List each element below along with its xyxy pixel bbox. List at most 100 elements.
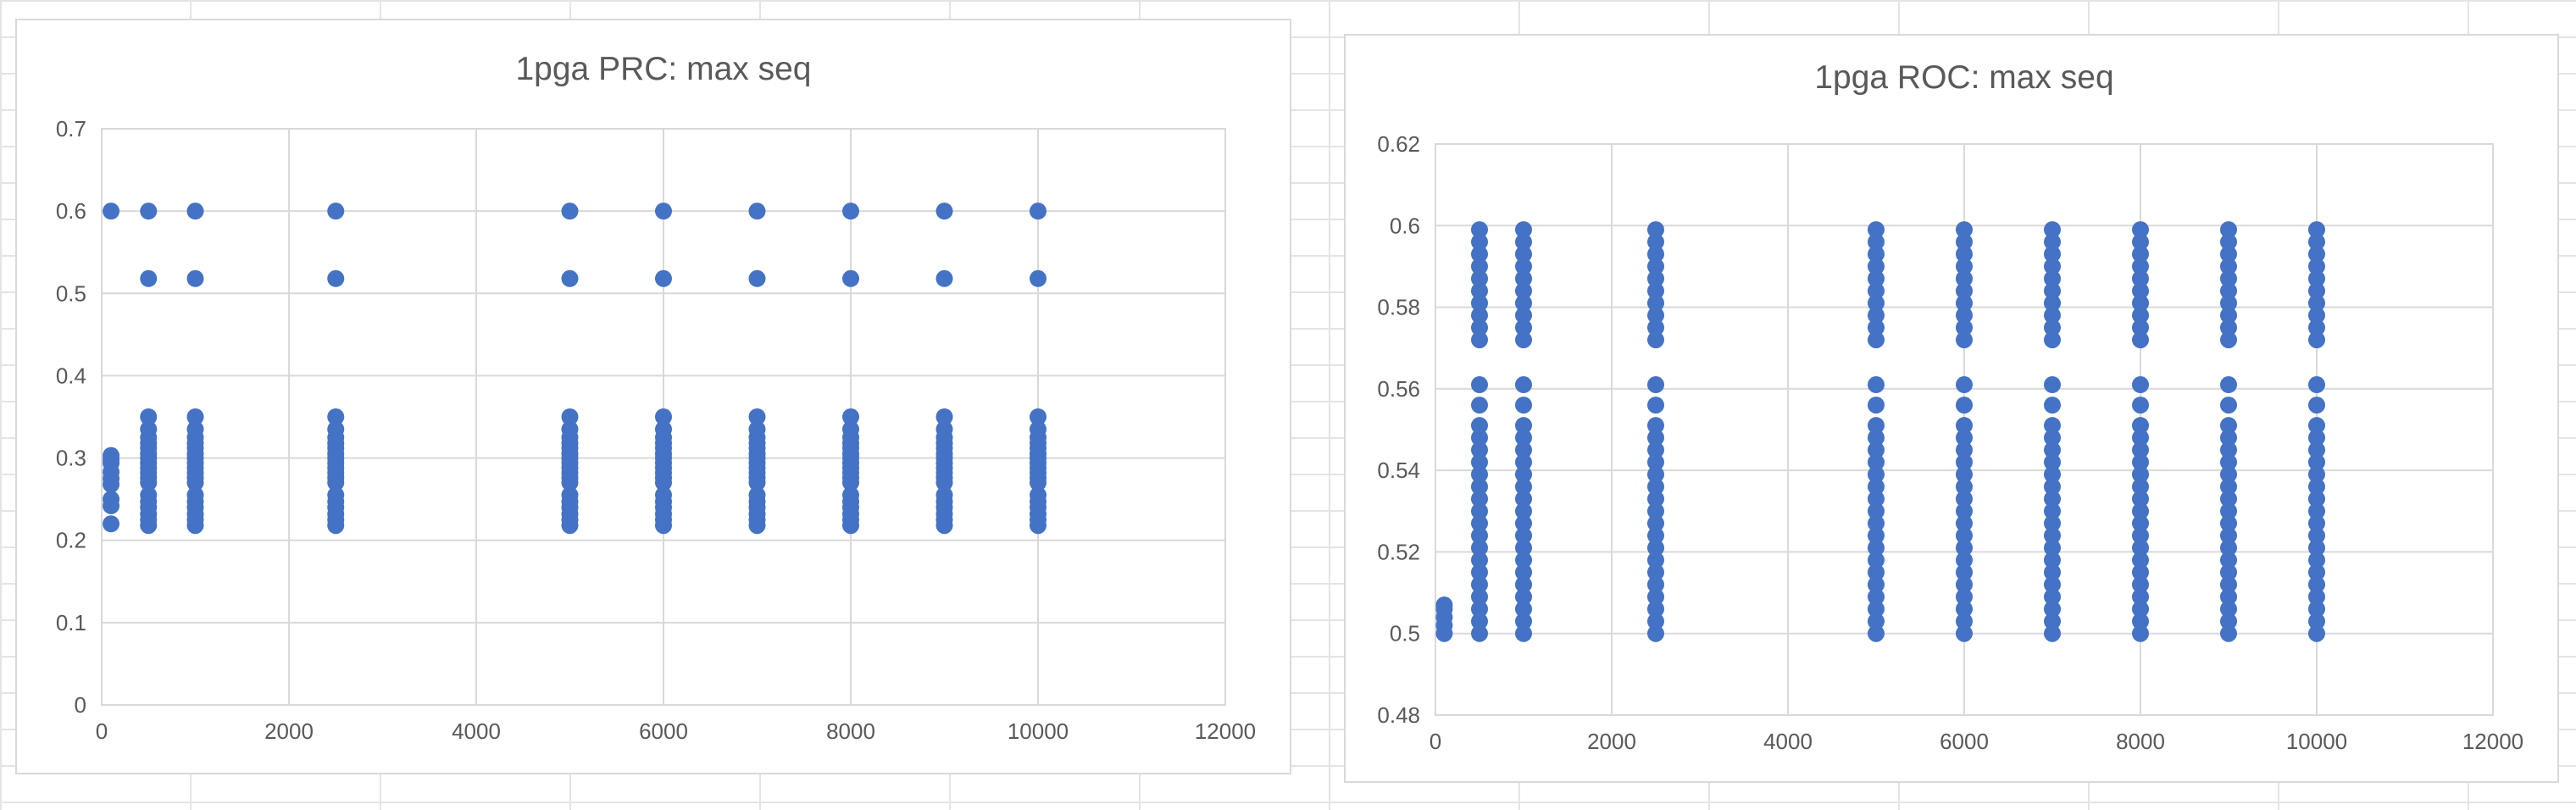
roc-data-point[interactable] <box>2132 613 2149 630</box>
roc-data-point[interactable] <box>2220 307 2237 325</box>
roc-data-point[interactable] <box>1956 453 1973 471</box>
prc-data-point[interactable] <box>842 202 859 220</box>
roc-data-point[interactable] <box>1515 397 1532 414</box>
prc-data-point[interactable] <box>103 202 120 220</box>
roc-data-point[interactable] <box>2044 563 2061 581</box>
roc-data-point[interactable] <box>1471 233 1488 251</box>
roc-data-point[interactable] <box>1868 575 1885 593</box>
roc-data-point[interactable] <box>1647 453 1664 471</box>
prc-data-point[interactable] <box>655 474 672 491</box>
prc-data-point[interactable] <box>1030 517 1046 535</box>
roc-data-point[interactable] <box>1471 514 1488 532</box>
roc-data-point[interactable] <box>2132 600 2149 618</box>
prc-data-point[interactable] <box>842 474 859 491</box>
roc-data-point[interactable] <box>1868 514 1885 532</box>
roc-data-point[interactable] <box>2132 331 2149 349</box>
roc-data-point[interactable] <box>2044 376 2061 394</box>
roc-data-point[interactable] <box>1956 397 1973 414</box>
roc-data-point[interactable] <box>2220 294 2237 312</box>
roc-data-point[interactable] <box>1515 417 1532 435</box>
roc-data-point[interactable] <box>1515 552 1532 569</box>
roc-data-point[interactable] <box>2308 514 2325 532</box>
roc-data-point[interactable] <box>1647 441 1664 459</box>
prc-data-point[interactable] <box>327 202 345 220</box>
prc-data-point[interactable] <box>561 269 579 287</box>
roc-data-point[interactable] <box>1515 429 1532 447</box>
roc-data-point[interactable] <box>2044 613 2061 630</box>
roc-data-point[interactable] <box>2044 490 2061 508</box>
roc-data-point[interactable] <box>2308 624 2325 642</box>
prc-data-point[interactable] <box>655 408 672 425</box>
roc-data-point[interactable] <box>2220 624 2237 642</box>
roc-data-point[interactable] <box>2132 221 2149 239</box>
roc-data-point[interactable] <box>1647 258 1664 275</box>
roc-data-point[interactable] <box>1956 441 1973 459</box>
roc-data-point[interactable] <box>2308 502 2325 520</box>
roc-data-point[interactable] <box>2220 441 2237 459</box>
roc-data-point[interactable] <box>1515 307 1532 325</box>
prc-data-point[interactable] <box>186 517 204 535</box>
roc-data-point[interactable] <box>2308 221 2325 239</box>
roc-data-point[interactable] <box>1956 588 1973 606</box>
roc-data-point[interactable] <box>2308 307 2325 325</box>
roc-data-point[interactable] <box>2132 490 2149 508</box>
roc-data-point[interactable] <box>2044 441 2061 459</box>
roc-data-point[interactable] <box>2132 294 2149 312</box>
roc-data-point[interactable] <box>1515 221 1532 239</box>
roc-data-point[interactable] <box>2132 478 2149 496</box>
roc-data-point[interactable] <box>2132 563 2149 581</box>
roc-data-point[interactable] <box>1471 319 1488 336</box>
roc-data-point[interactable] <box>1647 552 1664 569</box>
roc-data-point[interactable] <box>1471 527 1488 545</box>
roc-data-point[interactable] <box>1956 245 1973 263</box>
roc-data-point[interactable] <box>1471 502 1488 520</box>
roc-data-point[interactable] <box>1956 429 1973 447</box>
roc-data-point[interactable] <box>2132 269 2149 287</box>
roc-data-point[interactable] <box>1515 331 1532 349</box>
prc-data-point[interactable] <box>1030 474 1046 491</box>
roc-data-point[interactable] <box>2220 331 2237 349</box>
roc-data-point[interactable] <box>2220 269 2237 287</box>
roc-data-point[interactable] <box>1515 539 1532 557</box>
roc-data-point[interactable] <box>2308 294 2325 312</box>
roc-data-point[interactable] <box>2220 319 2237 336</box>
roc-data-point[interactable] <box>2220 588 2237 606</box>
roc-data-point[interactable] <box>2220 397 2237 414</box>
roc-data-point[interactable] <box>1647 397 1664 414</box>
roc-data-point[interactable] <box>1515 319 1532 336</box>
roc-data-point[interactable] <box>1647 527 1664 545</box>
roc-data-point[interactable] <box>2044 429 2061 447</box>
roc-data-point[interactable] <box>2044 307 2061 325</box>
roc-data-point[interactable] <box>1868 613 1885 630</box>
roc-data-point[interactable] <box>2220 539 2237 557</box>
roc-data-point[interactable] <box>1868 282 1885 300</box>
roc-data-point[interactable] <box>1868 319 1885 336</box>
roc-data-point[interactable] <box>1471 563 1488 581</box>
roc-data-point[interactable] <box>2044 575 2061 593</box>
roc-data-point[interactable] <box>1868 624 1885 642</box>
roc-data-point[interactable] <box>1515 527 1532 545</box>
roc-data-point[interactable] <box>2132 233 2149 251</box>
roc-data-point[interactable] <box>1471 294 1488 312</box>
prc-data-point[interactable] <box>842 517 859 535</box>
roc-data-point[interactable] <box>1956 331 1973 349</box>
roc-data-point[interactable] <box>1471 245 1488 263</box>
roc-data-point[interactable] <box>2308 376 2325 394</box>
roc-data-point[interactable] <box>1868 269 1885 287</box>
roc-data-point[interactable] <box>1868 502 1885 520</box>
roc-data-point[interactable] <box>1956 233 1973 251</box>
roc-data-point[interactable] <box>2220 417 2237 435</box>
prc-data-point[interactable] <box>140 408 158 425</box>
roc-data-point[interactable] <box>2308 539 2325 557</box>
roc-data-point[interactable] <box>1956 417 1973 435</box>
roc-data-point[interactable] <box>1471 624 1488 642</box>
roc-data-point[interactable] <box>2132 624 2149 642</box>
roc-data-point[interactable] <box>1647 613 1664 630</box>
roc-data-point[interactable] <box>2220 600 2237 618</box>
roc-data-point[interactable] <box>1956 575 1973 593</box>
roc-data-point[interactable] <box>2044 624 2061 642</box>
roc-data-point[interactable] <box>2308 465 2325 483</box>
roc-data-point[interactable] <box>1647 221 1664 239</box>
prc-data-point[interactable] <box>1030 408 1046 425</box>
prc-data-point[interactable] <box>935 408 953 425</box>
